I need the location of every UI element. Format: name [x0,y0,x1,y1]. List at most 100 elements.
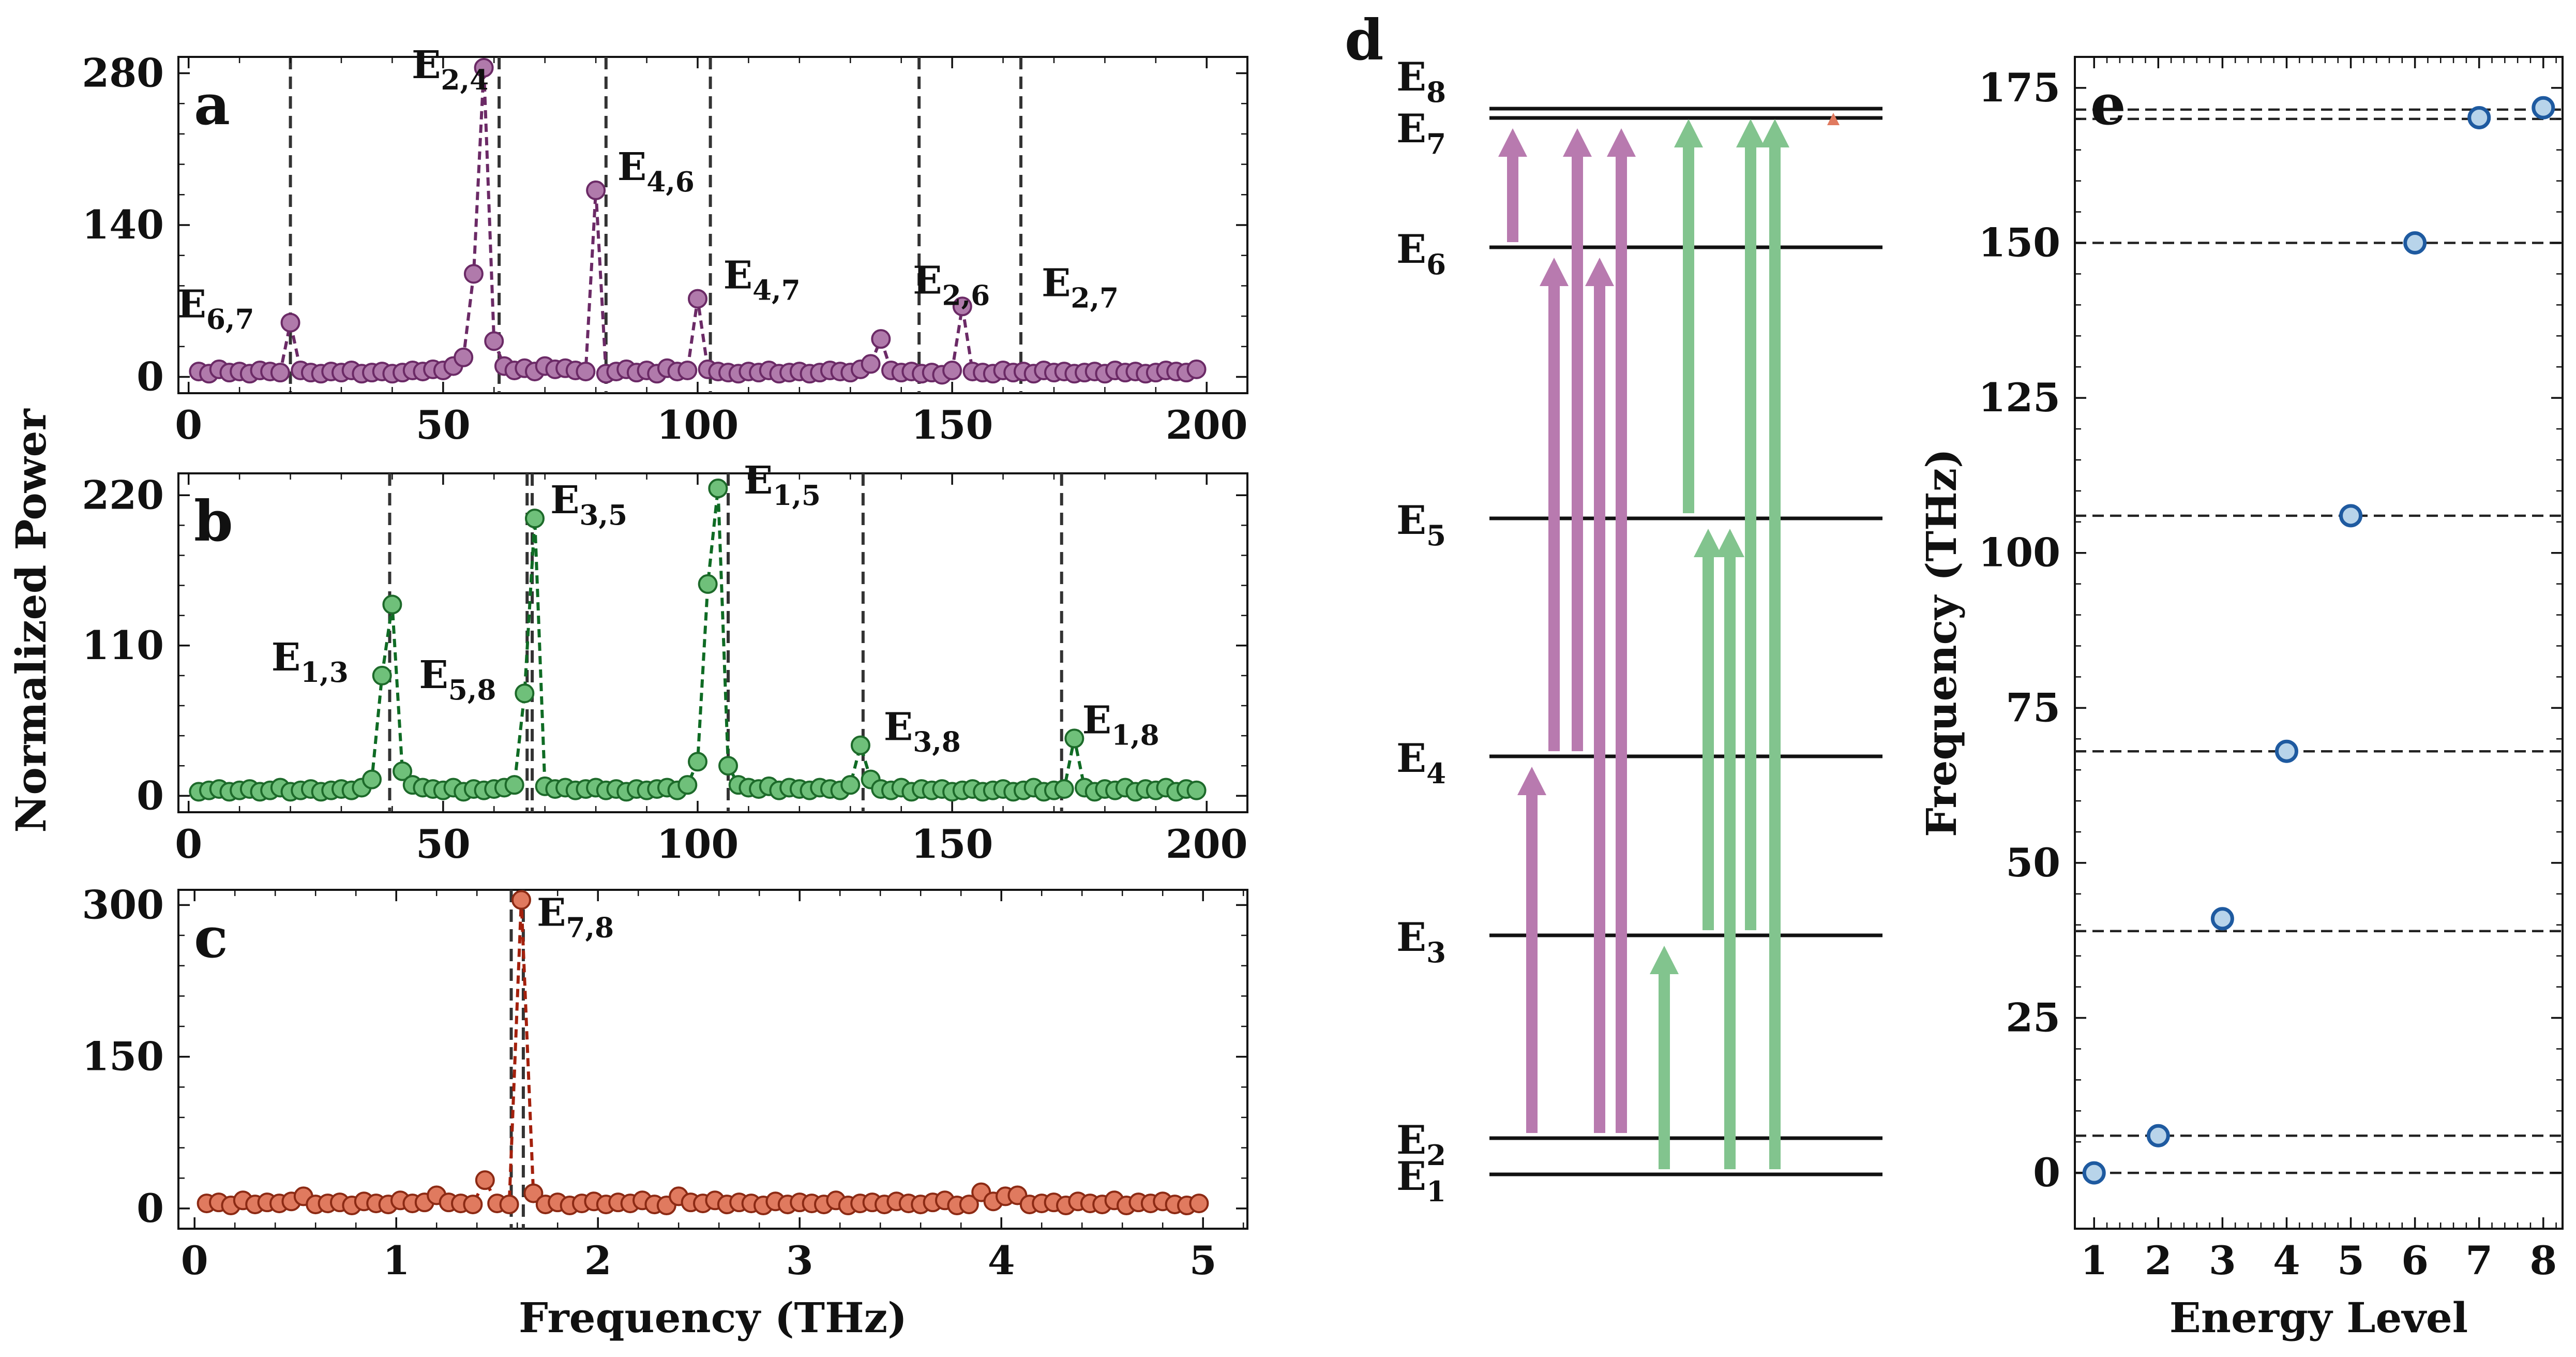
panel-c-chart: 0 1 2 3 4 5 0 150 300 E7,8 c Frequency (THz) [82,882,1248,1342]
x-tick-label: 200 [1166,402,1248,448]
data-point [362,769,382,789]
transition-arrowhead [1715,529,1744,557]
y-tick-label: 100 [1978,530,2060,576]
x-tick-label: 5 [1189,1237,1217,1284]
data-point [861,354,881,374]
data-point [2403,231,2427,255]
energy-level-label: E7 [1396,106,1446,160]
energy-level-label: E4 [1396,735,1446,790]
x-tick-label: 50 [416,821,471,867]
plot-frame [177,889,1248,1230]
data-point [2274,739,2298,763]
data-point [1054,779,1074,799]
data-point [1189,1194,1209,1214]
data-point [576,362,596,382]
series-line [198,67,1197,377]
data-point [2339,504,2363,528]
x-tick-label: 5 [2337,1237,2364,1284]
peak-label: E3,8 [884,705,961,758]
data-point [850,735,870,755]
data-point [393,761,413,781]
x-tick-label: 0 [175,402,202,448]
data-point [1064,728,1084,749]
panel-letter: b [194,489,233,554]
shared-y-axis-title: Normalized Power [7,409,55,833]
peak-label: E4,7 [724,253,801,307]
y-axis-title: Frequency (THz) [1917,449,1966,837]
y-tick-label: 150 [1978,220,2060,266]
data-point [2532,96,2555,120]
data-point [1186,780,1207,800]
x-tick-label: 200 [1166,821,1248,867]
y-tick-label: 300 [82,882,164,928]
energy-level-label: E5 [1396,497,1446,552]
data-point [677,775,698,795]
x-tick-label: 3 [2209,1237,2236,1284]
data-point [525,509,545,529]
y-tick-label: 220 [82,472,164,518]
peak-label: E1,3 [272,635,349,689]
data-point [942,360,962,380]
peak-label: E4,6 [617,145,695,198]
x-tick-label: 0 [175,821,202,867]
plot-frame [177,472,1248,813]
y-tick-label: 0 [137,772,164,818]
data-point [586,180,606,200]
x-tick-label: 100 [657,402,739,448]
x-tick-label: 2 [584,1237,612,1284]
data-point [2082,1161,2106,1185]
panel-letter: e [2090,72,2126,138]
x-axis-title: Frequency (THz) [519,1293,907,1342]
data-point [372,665,392,685]
x-tick-label: 3 [786,1237,814,1284]
y-tick-label: 0 [2033,1150,2060,1196]
panel-letter: a [194,72,230,138]
x-tick-label: 150 [911,402,993,448]
panel-e-chart: 1 2 3 4 5 6 7 8 0 25 50 75 100 125 150 175 e Energy Level… [1917,56,2564,1342]
data-point [280,312,300,333]
transition-arrowhead [1517,767,1546,795]
transition-arrow [1827,113,1840,125]
data-point [474,57,494,78]
peak-label: E3,5 [550,478,627,531]
y-tick-label: 25 [2006,995,2060,1041]
y-tick-label: 175 [1978,65,2060,111]
data-point [270,363,290,383]
data-point [484,331,504,351]
transition-arrowhead [1498,128,1527,157]
data-point [454,347,474,367]
energy-level-label: E3 [1396,914,1446,969]
peak-label: E5,8 [419,653,496,706]
transition-arrowhead [1540,258,1569,286]
data-point [475,1170,495,1190]
data-point [2146,1124,2170,1147]
data-point [499,1195,519,1215]
y-tick-label: 0 [137,354,164,400]
series-line [206,900,1199,1207]
data-point [708,479,728,499]
data-point [687,289,707,309]
y-tick-label: 0 [137,1185,164,1231]
x-tick-label: 4 [2273,1237,2300,1284]
energy-level-label: E6 [1396,226,1446,281]
transition-arrowhead [1607,128,1636,157]
y-tick-label: 110 [82,622,164,668]
data-point [1186,359,1207,379]
peak-label: E7,8 [537,891,614,944]
transition-arrowhead [1674,119,1703,147]
x-tick-label: 50 [416,402,471,448]
transition-arrowhead [1563,128,1592,157]
peak-label: E6,7 [177,282,254,336]
data-point [504,775,524,795]
transition-arrowhead [1650,946,1679,974]
peak-label: E1,8 [1082,698,1159,751]
energy-level-label: E1 [1396,1153,1446,1208]
data-point [677,360,698,380]
data-point [2210,907,2234,931]
data-point [463,1195,483,1215]
data-point [952,296,972,317]
x-tick-label: 7 [2465,1237,2493,1284]
data-point [871,329,891,349]
transition-arrowhead [1585,258,1614,286]
